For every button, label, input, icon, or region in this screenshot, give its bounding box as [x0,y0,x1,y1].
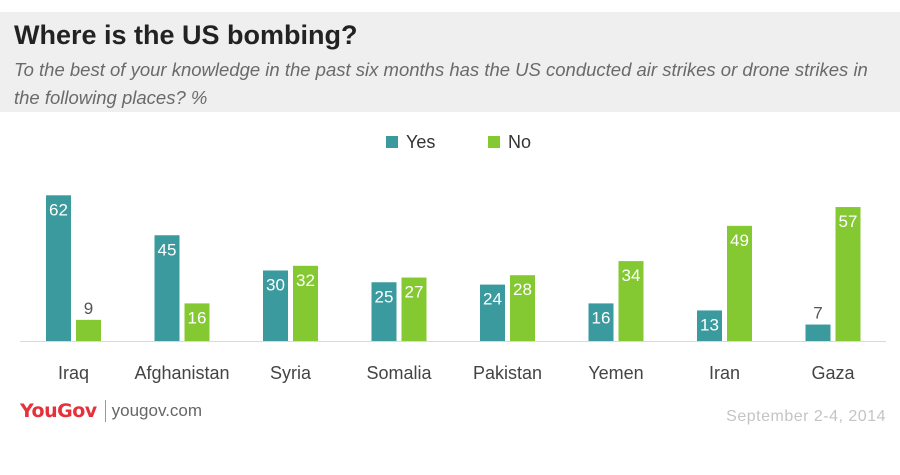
category-label-iraq: Iraq [58,363,89,383]
bar-yes-pakistan [480,284,505,341]
bar-yes-somalia [371,282,397,341]
chart-title: Where is the US bombing? [14,20,358,50]
bar-yes-gaza [805,324,831,341]
value-label-yes-iraq: 62 [49,200,68,219]
bar-no-iraq [76,319,101,341]
category-label-iran: Iran [709,363,740,383]
value-label-no-syria: 32 [296,271,315,290]
category-label-gaza: Gaza [811,363,855,383]
site-url: yougov.com [111,401,203,420]
category-label-afghanistan: Afghanistan [134,363,229,383]
category-label-pakistan: Pakistan [473,363,542,383]
value-label-no-gaza: 57 [839,212,858,231]
chart-header [0,12,900,112]
bar-yes-afghanistan [154,235,180,341]
bar-yes-syria [263,270,288,341]
value-label-yes-iran: 13 [700,315,719,334]
value-label-yes-afghanistan: 45 [158,240,177,259]
value-label-yes-syria: 30 [266,276,285,295]
bar-no-syria [293,265,318,341]
value-label-no-iraq: 9 [84,299,93,318]
value-label-yes-somalia: 25 [375,287,394,306]
bar-no-yemen [618,261,644,341]
brand-divider [104,400,106,422]
value-label-no-yemen: 34 [622,266,641,285]
brand: YouGov yougov.com [20,398,202,424]
legend-label-yes: Yes [406,131,436,152]
chart-legend: Yes No [0,130,900,154]
legend-item-yes: Yes [386,130,435,154]
legend-item-no: No [488,130,531,154]
bar-no-gaza [835,207,861,341]
chart-subtitle: To the best of your knowledge in the pas… [14,59,868,108]
bar-yes-iran [697,310,722,341]
value-label-yes-pakistan: 24 [483,290,502,309]
legend-swatch-no [488,136,500,148]
value-label-yes-yemen: 16 [592,308,611,327]
value-label-no-iran: 49 [730,231,749,250]
bar-no-pakistan [510,275,535,341]
bar-yes-iraq [46,195,71,341]
bar-no-somalia [401,277,427,341]
category-label-somalia: Somalia [366,363,432,383]
bar-no-iran [727,225,752,341]
bar-chart: 62 9 Iraq 45 16 Afghanistan 30 32 Syria 25 27 Somal… [20,195,886,383]
legend-label-no: No [508,131,532,152]
category-label-syria: Syria [270,363,312,383]
value-label-no-pakistan: 28 [513,280,532,299]
value-label-no-afghanistan: 16 [188,308,207,327]
yougov-logo: YouGov [20,400,97,422]
value-label-no-somalia: 27 [405,283,424,302]
bar-no-afghanistan [184,303,210,341]
bar-yes-yemen [588,303,614,341]
value-label-yes-gaza: 7 [813,304,822,323]
survey-date: September 2-4, 2014 [726,408,886,425]
legend-swatch-yes [386,136,398,148]
category-label-yemen: Yemen [588,363,643,383]
